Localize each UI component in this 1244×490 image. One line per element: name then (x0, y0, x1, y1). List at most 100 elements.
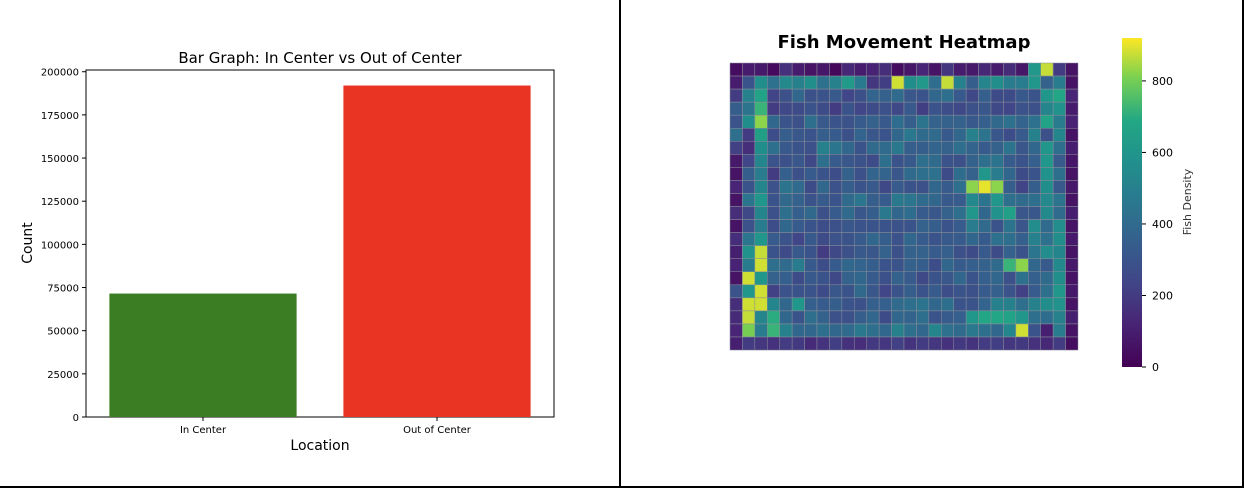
heatmap-cell (866, 206, 880, 220)
heatmap-cell (816, 193, 830, 207)
heatmap-cell (791, 141, 805, 155)
heatmap-cell (1052, 258, 1066, 273)
heatmap-cell (791, 206, 805, 220)
heatmap-cell (1052, 271, 1066, 286)
heatmap-cell (729, 88, 743, 103)
heatmap-cell (1015, 75, 1029, 90)
heatmap-cell (791, 284, 805, 299)
heatmap-cell (916, 154, 930, 168)
heatmap-cell (878, 336, 892, 351)
heatmap-cell (1015, 336, 1029, 351)
heatmap-cell (1065, 167, 1079, 181)
heatmap-cell (928, 232, 942, 246)
heatmap-cell (953, 75, 967, 90)
heatmap-cell (878, 219, 892, 233)
heatmap-cell (829, 271, 843, 286)
heatmap-cell (990, 219, 1004, 233)
heatmap-cell (754, 206, 768, 220)
heatmap-cell (854, 245, 867, 259)
heatmap-cell (941, 62, 954, 77)
heatmap-cell (779, 114, 793, 129)
heatmap-cell (928, 114, 942, 129)
heatmap-cell (816, 258, 830, 273)
heatmap-cell (965, 193, 979, 207)
heatmap-cell (767, 114, 780, 129)
heatmap-cell (754, 193, 768, 207)
heatmap-cell (779, 284, 793, 299)
heatmap-cell (1065, 336, 1079, 351)
heatmap-cell (754, 114, 768, 129)
heatmap-cell (990, 206, 1004, 220)
heatmap-cell (754, 101, 768, 116)
heatmap-cell (965, 232, 979, 246)
heatmap-cell (916, 310, 930, 325)
heatmap-cell (791, 167, 805, 181)
heatmap-cell (878, 127, 892, 142)
heatmap-cell (941, 336, 954, 351)
heatmap-cell (903, 271, 917, 286)
heatmap-cell (866, 336, 880, 351)
heatmap-cell (878, 154, 892, 168)
heatmap-cell (841, 180, 855, 194)
heatmap-cell (779, 336, 793, 351)
heatmap-cell (754, 323, 768, 338)
heatmap-cell (990, 75, 1004, 90)
heatmap-cell (841, 206, 855, 220)
heatmap-cell (854, 193, 867, 207)
heatmap-cell (829, 62, 843, 77)
heatmap-cell (953, 206, 967, 220)
heatmap-cell (990, 88, 1004, 103)
heatmap-cell (941, 101, 954, 116)
heatmap-cell (978, 101, 992, 116)
heatmap-cell (878, 114, 892, 129)
heatmap-cell (903, 101, 917, 116)
heatmap-cell (754, 75, 768, 90)
heatmap-cell (1028, 114, 1041, 129)
heatmap-cell (891, 297, 905, 312)
heatmap-cell (990, 101, 1004, 116)
heatmap-cell (891, 101, 905, 116)
heatmap-cell (779, 323, 793, 338)
heatmap-cell (1065, 323, 1079, 338)
heatmap-cell (1028, 310, 1041, 325)
heatmap-chart: Fish Movement Heatmap 0 200 400 600 800 Fish… (729, 32, 1194, 374)
heatmap-cell (1028, 206, 1041, 220)
heatmap-cell (729, 232, 743, 246)
heatmap-cell (878, 75, 892, 90)
heatmap-cell (804, 193, 818, 207)
heatmap-cell (878, 271, 892, 286)
heatmap-cell (754, 127, 768, 142)
heatmap-cell (1015, 258, 1029, 273)
heatmap-cell (754, 232, 768, 246)
heatmap-cell (990, 271, 1004, 286)
heatmap-cell (866, 127, 880, 142)
heatmap-cell (990, 114, 1004, 129)
heatmap-cell (829, 154, 843, 168)
heatmap-cell (729, 245, 743, 259)
heatmap-cell (990, 232, 1004, 246)
heatmap-cell (742, 193, 756, 207)
heatmap-cell (878, 258, 892, 273)
heatmap-cell (804, 167, 818, 181)
heatmap-cell (866, 258, 880, 273)
heatmap-cell (1040, 180, 1054, 194)
heatmap-cell (854, 271, 867, 286)
heatmap-cell (1003, 101, 1017, 116)
heatmap-cell (916, 245, 930, 259)
heatmap-cell (1003, 310, 1017, 325)
heatmap-cell (804, 88, 818, 103)
heatmap-cell (742, 219, 756, 233)
heatmap-cell (866, 232, 880, 246)
heatmap-cell (891, 180, 905, 194)
heatmap-cell (841, 284, 855, 299)
heatmap-cell (1015, 154, 1029, 168)
heatmap-cell (941, 154, 954, 168)
heatmap-cell (854, 219, 867, 233)
heatmap-cell (767, 154, 780, 168)
heatmap-cell (1040, 323, 1054, 338)
heatmap-cell (891, 336, 905, 351)
heatmap-cell (878, 141, 892, 155)
heatmap-cell (729, 323, 743, 338)
heatmap-cell (767, 167, 780, 181)
heatmap-cell (854, 310, 867, 325)
